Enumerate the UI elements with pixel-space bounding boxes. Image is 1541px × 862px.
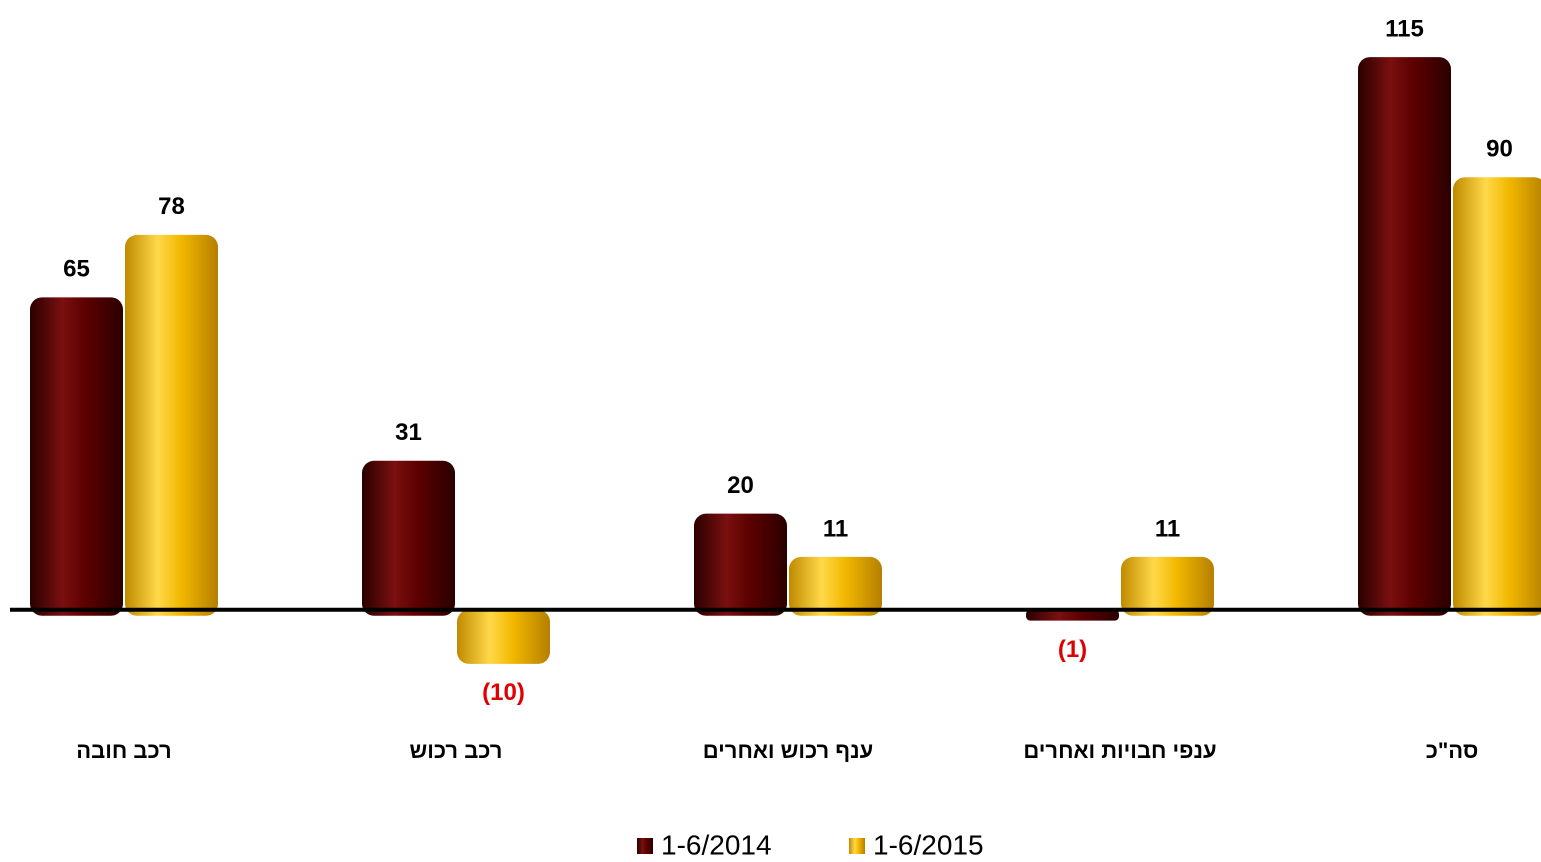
data-label: 90 bbox=[1486, 136, 1513, 163]
data-label: 11 bbox=[823, 515, 848, 542]
data-label: 78 bbox=[158, 193, 185, 220]
data-label: (1) bbox=[1058, 636, 1087, 663]
bar bbox=[1026, 609, 1119, 621]
bar bbox=[1453, 177, 1541, 616]
bar bbox=[457, 609, 550, 664]
bar bbox=[362, 460, 455, 616]
bar bbox=[125, 234, 218, 616]
x-tick-label: סה"כ bbox=[1426, 738, 1479, 763]
x-tick-label: ענף רכוש ואחרים bbox=[703, 738, 873, 763]
x-tick-label: רכב רכוש bbox=[410, 738, 503, 763]
legend-marker bbox=[637, 838, 653, 854]
data-label: 65 bbox=[63, 256, 90, 283]
legend-label: 1-6/2014 bbox=[661, 829, 772, 860]
bar bbox=[1358, 57, 1451, 616]
bar bbox=[694, 513, 787, 616]
legend-marker bbox=[849, 838, 865, 854]
data-label: 31 bbox=[395, 419, 422, 446]
bar bbox=[789, 556, 882, 616]
data-label: 115 bbox=[1385, 15, 1424, 42]
data-label: (10) bbox=[482, 679, 525, 706]
x-tick-label: רכב חובה bbox=[76, 738, 171, 763]
data-label: 20 bbox=[727, 472, 754, 499]
legend-label: 1-6/2015 bbox=[873, 829, 984, 860]
bar bbox=[30, 297, 123, 616]
bar bbox=[1121, 556, 1214, 616]
data-label: 11 bbox=[1155, 515, 1180, 542]
x-tick-label: ענפי חבויות ואחרים bbox=[1023, 738, 1216, 763]
